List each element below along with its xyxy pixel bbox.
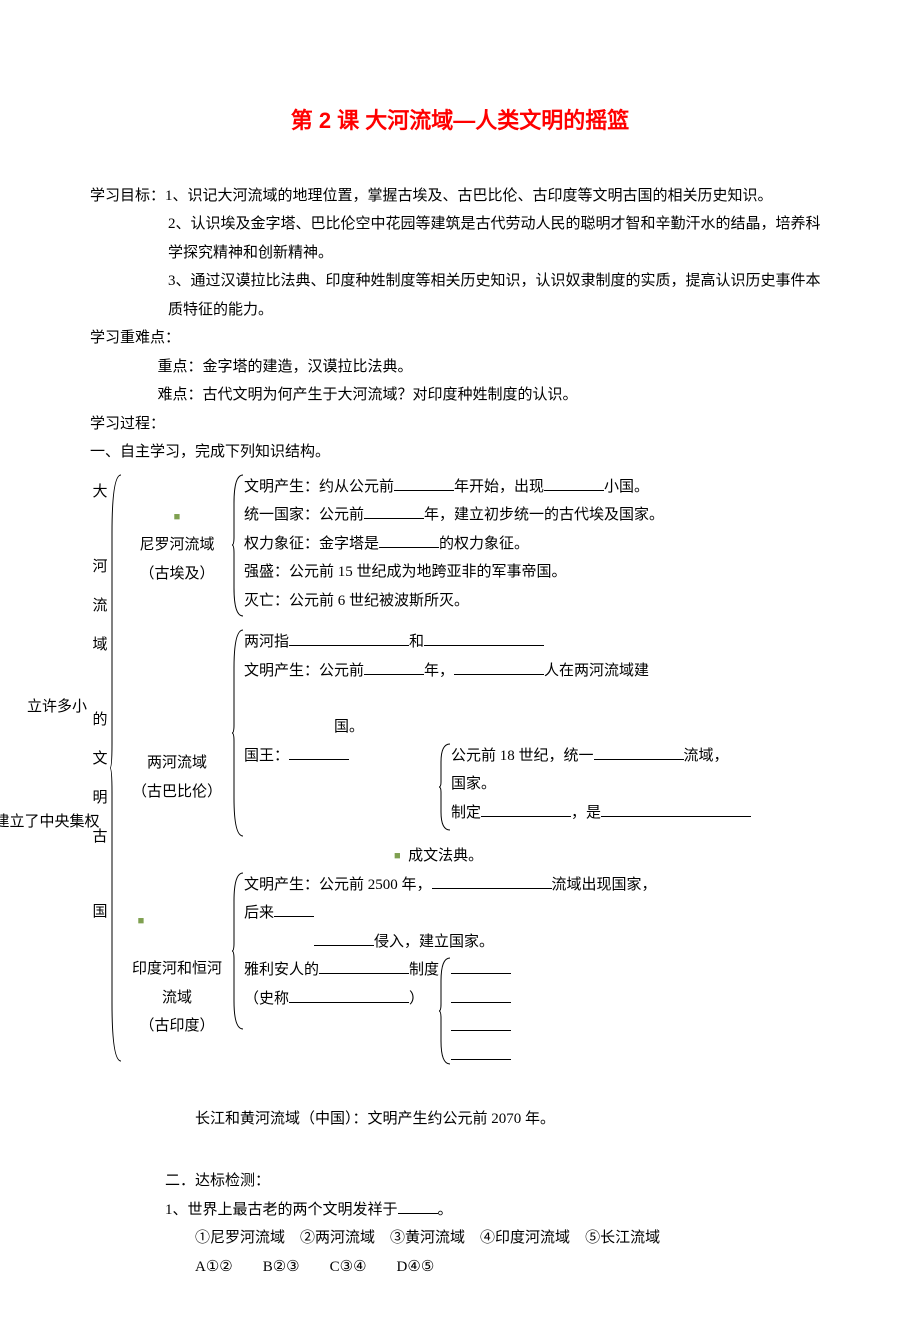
nile-line-3: 权力象征：金字塔是的权力象征。 bbox=[244, 530, 830, 559]
nile-line-5: 灭亡：公元前 6 世纪被波斯所灭。 bbox=[244, 587, 830, 616]
india-label-2: 流域 bbox=[162, 990, 192, 1006]
dot-icon: ■ bbox=[174, 511, 181, 523]
goals-label: 学习目标： bbox=[90, 188, 165, 204]
question-1: 1、世界上最古老的两个文明发祥于。 bbox=[165, 1196, 830, 1225]
king-line-3: 制定，是 bbox=[451, 799, 830, 828]
process-label: 学习过程： bbox=[90, 410, 830, 439]
brace-icon bbox=[232, 473, 244, 618]
two-rivers-line-3: 国。 bbox=[244, 713, 830, 742]
india-line-4: （史称） bbox=[244, 985, 439, 1014]
king-line-4: ■ 成文法典。 bbox=[244, 842, 830, 871]
brace-icon bbox=[232, 871, 244, 1031]
left-vertical-title: 大 河流域 的文明古 国 bbox=[90, 473, 110, 932]
india-line-2b: 侵入，建立国家。 bbox=[244, 928, 830, 957]
nile-label-1: 尼罗河流域 bbox=[139, 537, 214, 553]
caste-blank-2 bbox=[451, 985, 830, 1014]
caste-blank-3 bbox=[451, 1013, 830, 1042]
goal-3: 3、通过汉谟拉比法典、印度种姓制度等相关历史知识，认识奴隶制度的实质，提高认识历… bbox=[90, 267, 830, 324]
goal-2: 2、认识埃及金字塔、巴比伦空中花园等建筑是古代劳动人民的聪明才智和辛勤汗水的结晶… bbox=[90, 210, 830, 267]
india-line-1: 文明产生：公元前 2500 年，流域出现国家， bbox=[244, 871, 830, 900]
goals-line1: 学习目标：1、识记大河流域的地理位置，掌握古埃及、古巴比伦、古印度等文明古国的相… bbox=[90, 182, 830, 211]
india-label-3: （古印度） bbox=[139, 1018, 214, 1034]
caste-blank-1 bbox=[451, 956, 830, 985]
nile-line-2: 统一国家：公元前年，建立初步统一的古代埃及国家。 bbox=[244, 501, 830, 530]
two-rivers-line-2: 文明产生：公元前年，人在两河流域建 bbox=[244, 657, 830, 686]
question-1-options: ①尼罗河流域 ②两河流域 ③黄河流域 ④印度河流域 ⑤长江流域 bbox=[165, 1224, 830, 1253]
india-label-1: 印度河和恒河 bbox=[132, 961, 222, 977]
knowledge-outline: 大 河流域 的文明古 国 ■ 尼罗河流域 （古埃 bbox=[90, 473, 830, 1077]
dot-icon: ■ bbox=[138, 915, 145, 927]
lesson-title: 第 2 课 大河流域—人类文明的摇篮 bbox=[90, 100, 830, 142]
auto-study-heading: 一、自主学习，完成下列知识结构。 bbox=[90, 438, 830, 467]
king-line-2: 国家。 bbox=[451, 770, 830, 799]
two-rivers-label-1: 两河流域 bbox=[147, 755, 207, 771]
nile-label-2: （古埃及） bbox=[139, 566, 214, 582]
keypoints-label: 学习重难点： bbox=[90, 324, 830, 353]
brace-icon bbox=[439, 742, 451, 832]
quiz-heading: 二．达标检测： bbox=[165, 1167, 830, 1196]
two-rivers-label-2: （古巴比伦） bbox=[132, 784, 222, 800]
goal-1: 1、识记大河流域的地理位置，掌握古埃及、古巴比伦、古印度等文明古国的相关历史知识… bbox=[165, 188, 773, 204]
china-line: 长江和黄河流域（中国）：文明产生约公元前 2070 年。 bbox=[90, 1105, 830, 1134]
india-line-2a: 后来 bbox=[244, 899, 830, 928]
caste-blank-4 bbox=[451, 1042, 830, 1071]
brace-icon bbox=[439, 956, 451, 1066]
nile-line-4: 强盛：公元前 15 世纪成为地跨亚非的军事帝国。 bbox=[244, 558, 830, 587]
india-line-3: 雅利安人的制度 bbox=[244, 956, 439, 985]
keypoint-1: 重点：金字塔的建造，汉谟拉比法典。 bbox=[90, 353, 830, 382]
brace-icon bbox=[232, 628, 244, 838]
two-rivers-line-1: 两河指和 bbox=[244, 628, 830, 657]
keypoint-2: 难点：古代文明为何产生于大河流域？对印度种姓制度的认识。 bbox=[90, 381, 830, 410]
king-line-1: 公元前 18 世纪，统一流域， bbox=[451, 742, 830, 771]
brace-icon bbox=[110, 473, 122, 1063]
king-label: 国王： bbox=[244, 748, 289, 764]
dot-icon: ■ bbox=[394, 850, 401, 862]
nile-line-1: 文明产生：约从公元前年开始，出现小国。 bbox=[244, 473, 830, 502]
question-1-answers: A①② B②③ C③④ D④⑤ bbox=[165, 1253, 830, 1282]
